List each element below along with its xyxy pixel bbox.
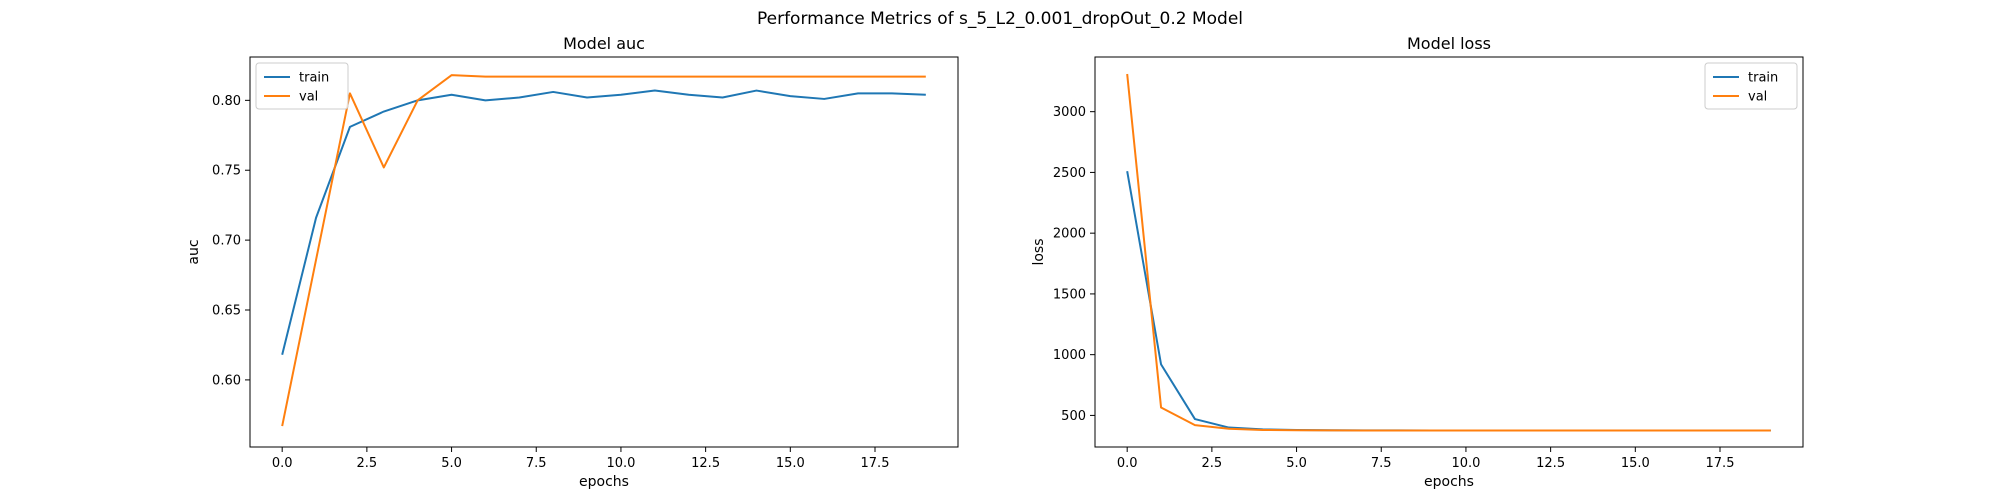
loss-legend-box [1704, 62, 1798, 110]
auc-y-axis-label: auc [186, 239, 202, 264]
auc-plot-area: 0.0 2.5 5.0 7.5 10.0 12.5 15.0 17.5 0.60 0.65 0.70… [212, 56, 959, 471]
auc-chart: Model auc epochs auc 0.0 2.5 5.0 7.5 10.0 12.… [186, 34, 959, 490]
auc-y-tick-label: 0.60 [212, 373, 241, 388]
auc-x-tick-label: 12.5 [691, 456, 720, 471]
loss-x-axis-label: epochs [1424, 474, 1474, 490]
auc-series-train-line [281, 89, 926, 355]
loss-legend-val-label: val [1748, 90, 1767, 105]
loss-plot-area: 0.0 2.5 5.0 7.5 10.0 12.5 15.0 17.5 500 1000 1500 2… [1053, 56, 1804, 471]
loss-x-tick-label: 2.5 [1202, 456, 1223, 471]
auc-axes-frame [249, 56, 959, 448]
loss-x-tick-label: 7.5 [1371, 456, 1392, 471]
auc-y-tick-label: 0.65 [212, 304, 241, 319]
auc-chart-title: Model auc [563, 34, 645, 53]
auc-legend-box [255, 62, 349, 110]
loss-legend-train-label: train [1748, 71, 1778, 86]
loss-x-tick-label: 15.0 [1621, 456, 1650, 471]
auc-x-tick-label: 7.5 [526, 456, 547, 471]
loss-chart: Model loss epochs loss 0.0 2.5 5.0 7.5 10.0 1… [1031, 34, 1804, 490]
auc-x-tick-label: 0.0 [272, 456, 293, 471]
loss-y-tick-label: 1000 [1053, 348, 1086, 363]
auc-x-axis-label: epochs [579, 474, 629, 490]
auc-x-tick-label: 15.0 [776, 456, 805, 471]
auc-y-tick-label: 0.75 [212, 164, 241, 179]
figure-suptitle: Performance Metrics of s_5_L2_0.001_drop… [757, 9, 1243, 29]
loss-y-tick-label: 2500 [1053, 166, 1086, 181]
auc-x-tick-label: 5.0 [441, 456, 462, 471]
loss-chart-title: Model loss [1407, 34, 1491, 53]
loss-x-tick-label: 0.0 [1117, 456, 1138, 471]
auc-legend-val-label: val [299, 90, 318, 105]
auc-y-tick-label: 0.70 [212, 234, 241, 249]
auc-legend-train-label: train [299, 71, 329, 86]
loss-y-tick-label: 500 [1061, 409, 1086, 424]
auc-series-val-line [281, 74, 926, 427]
loss-legend: train val [1704, 62, 1798, 110]
loss-y-tick-label: 3000 [1053, 105, 1086, 120]
auc-y-tick-label: 0.80 [212, 94, 241, 109]
auc-legend: train val [255, 62, 349, 110]
auc-x-tick-label: 17.5 [861, 456, 890, 471]
loss-x-tick-label: 5.0 [1286, 456, 1307, 471]
loss-x-tick-label: 12.5 [1536, 456, 1565, 471]
loss-x-tick-label: 17.5 [1706, 456, 1735, 471]
auc-x-tick-label: 10.0 [606, 456, 635, 471]
auc-x-tick-label: 2.5 [357, 456, 378, 471]
loss-axes-frame [1094, 56, 1804, 448]
loss-y-tick-label: 2000 [1053, 227, 1086, 242]
loss-series-val-line [1126, 73, 1771, 432]
loss-y-tick-label: 1500 [1053, 287, 1086, 302]
loss-y-axis-label: loss [1031, 238, 1047, 265]
loss-x-tick-label: 10.0 [1451, 456, 1480, 471]
